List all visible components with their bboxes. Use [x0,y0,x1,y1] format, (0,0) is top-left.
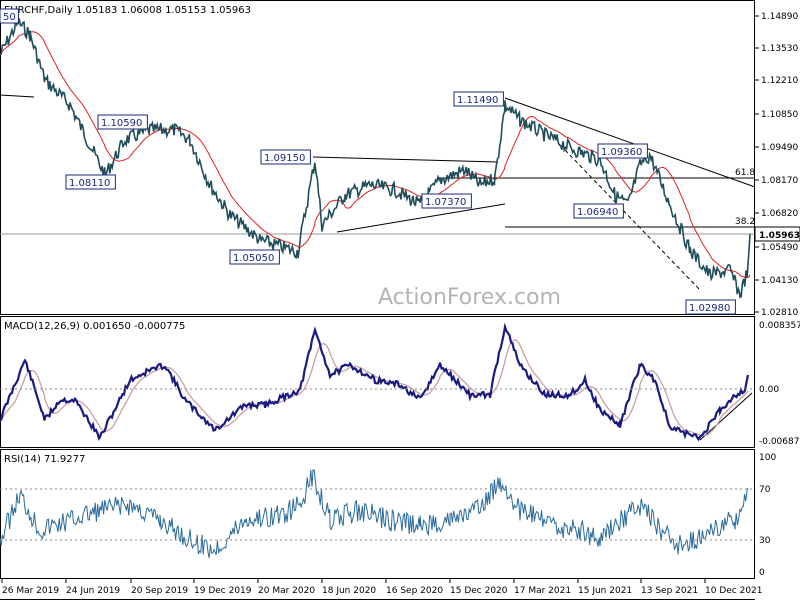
price-annotations: 50 1.10590 1.08110 1.09150 1.07370 1.05050 1.1… [0,8,736,315]
trendline [0,94,35,98]
annotation-label: 50 [3,12,16,23]
last-price-value: 1.05963 [759,231,800,241]
time-axis: 26 Mar 2019 24 Jun 2019 20 Sep 2019 19 Dec … [1,579,763,596]
rsi-axis: 100 70 30 0 [759,453,776,578]
time-tick-label: 20 Sep 2019 [131,586,188,596]
channel-upper-line [504,97,756,188]
annotation-label: 1.06940 [577,207,618,218]
time-tick-label: 26 Mar 2019 [2,586,59,596]
annotation-label: 1.11490 [457,95,498,106]
macd-tick-label: 0.00 [759,385,779,395]
price-line [0,18,751,299]
annotation-label: 1.07370 [425,197,466,208]
dashed-channel-line [564,149,701,291]
time-tick-label: 18 Jun 2020 [322,586,376,596]
price-tick-label: 1.10850 [761,110,798,120]
annotation-box [453,91,504,107]
annotation-box [260,149,311,165]
macd-header: MACD(12,26,9) 0.001650 -0.000775 [4,321,185,332]
last-price-tag [754,226,800,242]
time-tick-label: 24 Jun 2019 [66,586,120,596]
annotation-box [597,143,648,159]
triangle-lower-line [336,203,506,233]
rsi-tick-label: 70 [759,485,771,495]
time-tick-label: 15 Dec 2020 [450,586,508,596]
moving-average-line [0,31,751,279]
annotation-label: 1.02980 [689,303,730,314]
annotation-box [0,8,19,24]
price-tick-label: 1.02810 [761,308,798,318]
time-tick-label: 19 Dec 2019 [194,586,252,596]
annotation-label: 1.09150 [264,153,305,164]
watermark: ActionForex.com [378,285,561,310]
price-tick-label: 1.06820 [761,209,798,219]
macd-signal-line [0,339,749,437]
time-tick-label: 20 Mar 2020 [258,586,315,596]
annotation-box [685,299,736,315]
price-axis: 1.14890 1.13530 1.12210 1.10850 1.09490 1.081… [755,12,798,318]
annotation-label: 1.10590 [101,118,142,129]
annotation-label: 1.08110 [69,178,110,189]
rsi-header: RSI(14) 71.9277 [4,454,85,465]
time-tick-label: 17 Mar 2021 [514,586,571,596]
annotation-box [421,193,472,209]
time-tick-label: 13 Sep 2021 [641,586,698,596]
price-tick-label: 1.14890 [761,12,798,22]
time-tick-label: 10 Dec 2021 [705,586,763,596]
fib-618-label: 61.8 [735,168,755,178]
price-tick-label: 1.08170 [761,176,798,186]
annotation-box [573,203,624,219]
annotation-box [229,249,280,265]
annotation-box [97,114,148,130]
macd-tick-label: 0.008357 [759,321,800,331]
macd-line [0,322,750,442]
macd-axis: 0.008357 0.00 -0.006878 [759,321,800,447]
annotation-box [65,174,116,190]
annotation-label: 1.09360 [601,147,642,158]
price-tick-label: 1.13530 [761,44,798,54]
rsi-tick-label: 100 [759,453,776,463]
price-header: EURCHF,Daily 1.05183 1.06008 1.05153 1.0… [4,5,251,16]
price-tick-label: 1.04130 [761,276,798,286]
annotation-label: 1.05050 [233,253,274,264]
rsi-tick-label: 30 [759,536,771,546]
price-tick-label: 1.09490 [761,143,798,153]
macd-trendline [699,392,753,441]
triangle-upper-line [312,156,499,163]
trendlines [0,94,756,441]
price-tick-label: 1.12210 [761,76,798,86]
macd-tick-label: -0.006878 [759,437,800,447]
rsi-line [0,469,749,559]
rsi-tick-label: 0 [759,568,765,578]
price-tick-label: 1.05490 [761,243,798,253]
rsi-panel [0,449,755,579]
time-tick-label: 15 Jun 2021 [578,586,632,596]
fib-382-label: 38.2 [735,217,755,227]
time-tick-label: 16 Sep 2020 [386,586,443,596]
